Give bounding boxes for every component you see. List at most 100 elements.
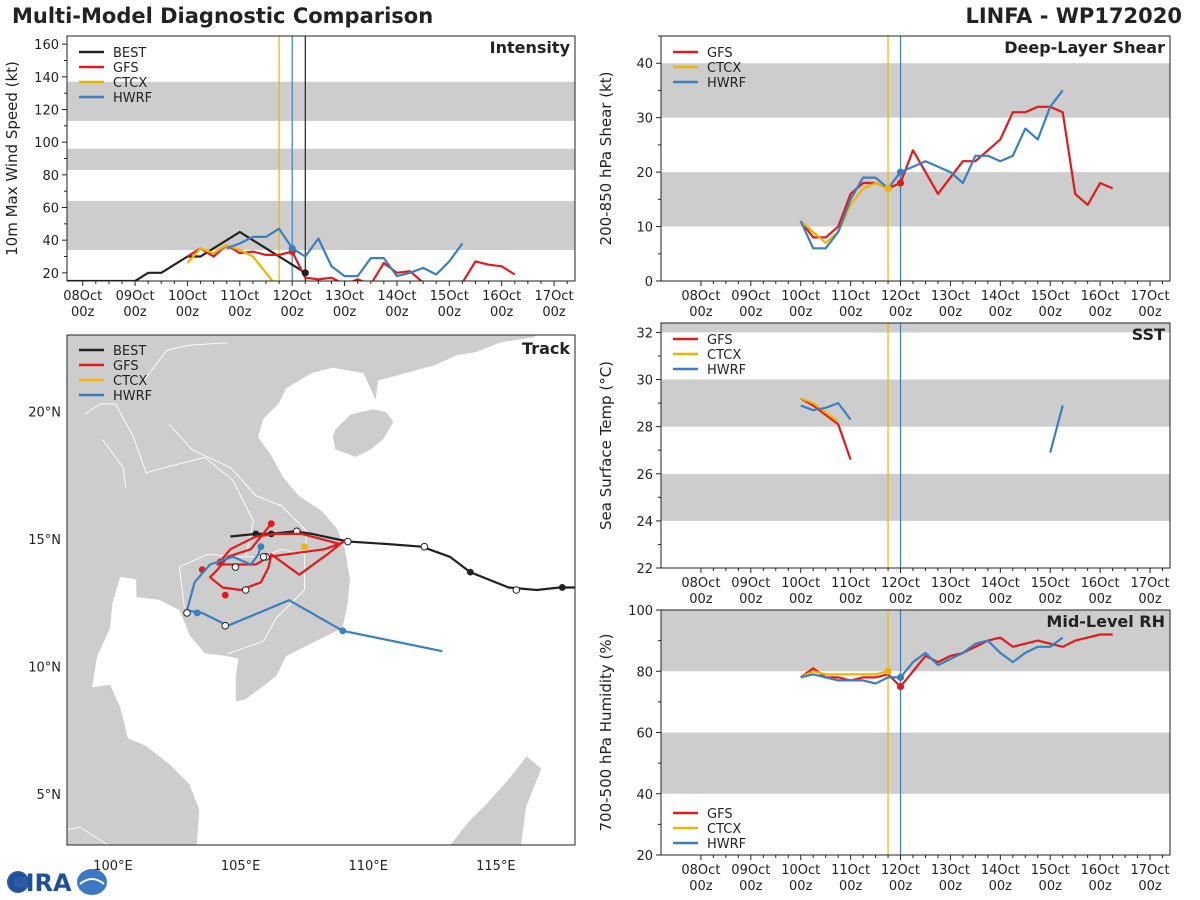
sst-xtick-sublabel: 00z bbox=[1138, 592, 1162, 607]
intensity-xtick-label: 13Oct bbox=[325, 289, 364, 304]
shear-title: Deep-Layer Shear bbox=[1004, 38, 1165, 57]
intensity-xtick-label: 15Oct bbox=[430, 289, 469, 304]
shear-xtick-label: 09Oct bbox=[731, 289, 770, 304]
intensity-ytick-label: 120 bbox=[34, 104, 59, 119]
track-legend-label-best: BEST bbox=[113, 344, 146, 359]
intensity-xtick-sublabel: 00z bbox=[490, 305, 514, 320]
sst-frame bbox=[660, 322, 1171, 569]
sst-ytick-label: 28 bbox=[636, 421, 653, 436]
sst-band-2 bbox=[661, 323, 1170, 333]
track-lat-label: 20°N bbox=[28, 406, 61, 421]
track-legend-label-gfs: GFS bbox=[113, 359, 139, 374]
sst-xtick-sublabel: 00z bbox=[1088, 592, 1112, 607]
country-border-0 bbox=[143, 342, 228, 382]
rh-xtick-label: 10Oct bbox=[781, 863, 820, 878]
intensity-band-1 bbox=[67, 148, 575, 170]
figure-title: Multi-Model Diagnostic Comparison bbox=[12, 4, 434, 28]
sst-panel: 22242628303208Oct00z09Oct00z10Oct00z11Oc… bbox=[597, 322, 1171, 607]
track-lon-label: 100°E bbox=[93, 859, 133, 874]
shear-series-gfs-line bbox=[799, 105, 1114, 239]
sst-band-1 bbox=[661, 379, 1170, 427]
intensity-xtick-sublabel: 00z bbox=[333, 305, 357, 320]
shear-ytick-label: 40 bbox=[636, 57, 653, 72]
shear-xtick-sublabel: 00z bbox=[989, 305, 1013, 320]
intensity-series-ctcx-line bbox=[186, 244, 274, 281]
track-best-open-marker bbox=[344, 537, 352, 546]
rh-xtick-sublabel: 00z bbox=[1088, 879, 1112, 894]
track-best-open-marker bbox=[512, 586, 521, 594]
intensity-ylabel: 10m Max Wind Speed (kt) bbox=[3, 61, 21, 256]
track-hwrf-open-marker bbox=[221, 621, 230, 630]
intensity-title: Intensity bbox=[490, 38, 571, 57]
intensity-xtick-sublabel: 00z bbox=[176, 305, 200, 320]
rh-xtick-label: 12Oct bbox=[881, 863, 920, 878]
country-border-3 bbox=[179, 548, 305, 568]
shear-panel: 01020304008Oct00z09Oct00z10Oct00z11Oct00… bbox=[597, 35, 1171, 320]
country-border-4 bbox=[178, 566, 185, 608]
shear-marker-ctcx bbox=[884, 184, 892, 193]
rh-xtick-label: 13Oct bbox=[931, 863, 970, 878]
intensity-xtick-label: 14Oct bbox=[377, 289, 416, 304]
storm-id: LINFA - WP172020 bbox=[965, 4, 1182, 28]
cira-logo: CIRA bbox=[7, 869, 107, 897]
sst-ytick-label: 26 bbox=[636, 468, 653, 483]
rh-xtick-label: 09Oct bbox=[731, 863, 770, 878]
shear-xtick-sublabel: 00z bbox=[939, 305, 963, 320]
track-panel: 100°E 105°E 110°E 115°E 5°N 10°N 15°N 20°N Track… bbox=[28, 334, 576, 874]
rh-series-hwrf-line bbox=[800, 636, 1064, 685]
track-legend-label-ctcx: CTCX bbox=[113, 374, 147, 389]
sst-xtick-label: 17Oct bbox=[1131, 576, 1170, 591]
sst-xtick-label: 08Oct bbox=[681, 576, 720, 591]
rh-title: Mid-Level RH bbox=[1046, 612, 1165, 631]
rh-xtick-sublabel: 00z bbox=[739, 879, 763, 894]
sst-series-hwrf-line bbox=[1049, 405, 1064, 453]
shear-legend-label-ctcx: CTCX bbox=[707, 61, 741, 76]
track-hwrf-line bbox=[185, 543, 443, 653]
intensity-xtick-sublabel: 00z bbox=[71, 305, 95, 320]
agency-seal-icon bbox=[77, 869, 107, 895]
rh-marker-gfs bbox=[896, 682, 905, 691]
sst-ytick-label: 24 bbox=[636, 515, 653, 530]
rh-ytick-label: 80 bbox=[636, 665, 653, 680]
track-hwrf-open-marker bbox=[183, 609, 191, 617]
cira-globe-icon bbox=[7, 871, 29, 893]
track-lat-label: 15°N bbox=[28, 533, 61, 548]
shear-marker-gfs bbox=[896, 179, 905, 187]
shear-xtick-sublabel: 00z bbox=[839, 305, 863, 320]
rh-legend-label-gfs: GFS bbox=[707, 807, 733, 822]
intensity-xtick-sublabel: 00z bbox=[123, 305, 147, 320]
rh-panel: 2040608010008Oct00z09Oct00z10Oct00z11Oct… bbox=[597, 604, 1171, 894]
land-group bbox=[67, 335, 575, 845]
track-legend-label-hwrf: HWRF bbox=[113, 389, 152, 404]
sst-xtick-sublabel: 00z bbox=[689, 592, 713, 607]
country-border-2 bbox=[115, 403, 254, 557]
shear-xtick-label: 13Oct bbox=[931, 289, 970, 304]
country-border-6 bbox=[102, 439, 127, 489]
intensity-xtick-sublabel: 00z bbox=[281, 305, 305, 320]
rh-legend-label-ctcx: CTCX bbox=[707, 822, 741, 837]
shear-xtick-sublabel: 00z bbox=[689, 305, 713, 320]
rh-marker-hwrf bbox=[896, 673, 905, 681]
rh-ytick-label: 40 bbox=[636, 788, 653, 803]
intensity-series-group bbox=[67, 227, 516, 281]
rh-xtick-label: 14Oct bbox=[981, 863, 1020, 878]
shear-xtick-label: 15Oct bbox=[1031, 289, 1070, 304]
intensity-xtick-label: 11Oct bbox=[220, 289, 259, 304]
intensity-ytick-label: 140 bbox=[34, 71, 59, 86]
sst-xtick-label: 15Oct bbox=[1031, 576, 1070, 591]
rh-xtick-label: 17Oct bbox=[1131, 863, 1170, 878]
shear-series-hwrf-line bbox=[799, 89, 1064, 250]
intensity-ytick-label: 60 bbox=[42, 202, 59, 217]
intensity-xtick-sublabel: 00z bbox=[438, 305, 462, 320]
shear-legend-label-gfs: GFS bbox=[707, 46, 733, 61]
sst-xtick-sublabel: 00z bbox=[989, 592, 1013, 607]
sst-legend-label-gfs: GFS bbox=[707, 333, 733, 348]
shear-ytick-label: 30 bbox=[636, 112, 653, 127]
country-border-5 bbox=[227, 554, 305, 655]
shear-frame bbox=[660, 35, 1171, 282]
land-mainland bbox=[67, 335, 575, 845]
sst-ylabel: Sea Surface Temp (°C) bbox=[597, 361, 615, 530]
intensity-xtick-label: 17Oct bbox=[535, 289, 574, 304]
tracks-group bbox=[183, 520, 575, 653]
sst-xtick-label: 14Oct bbox=[981, 576, 1020, 591]
